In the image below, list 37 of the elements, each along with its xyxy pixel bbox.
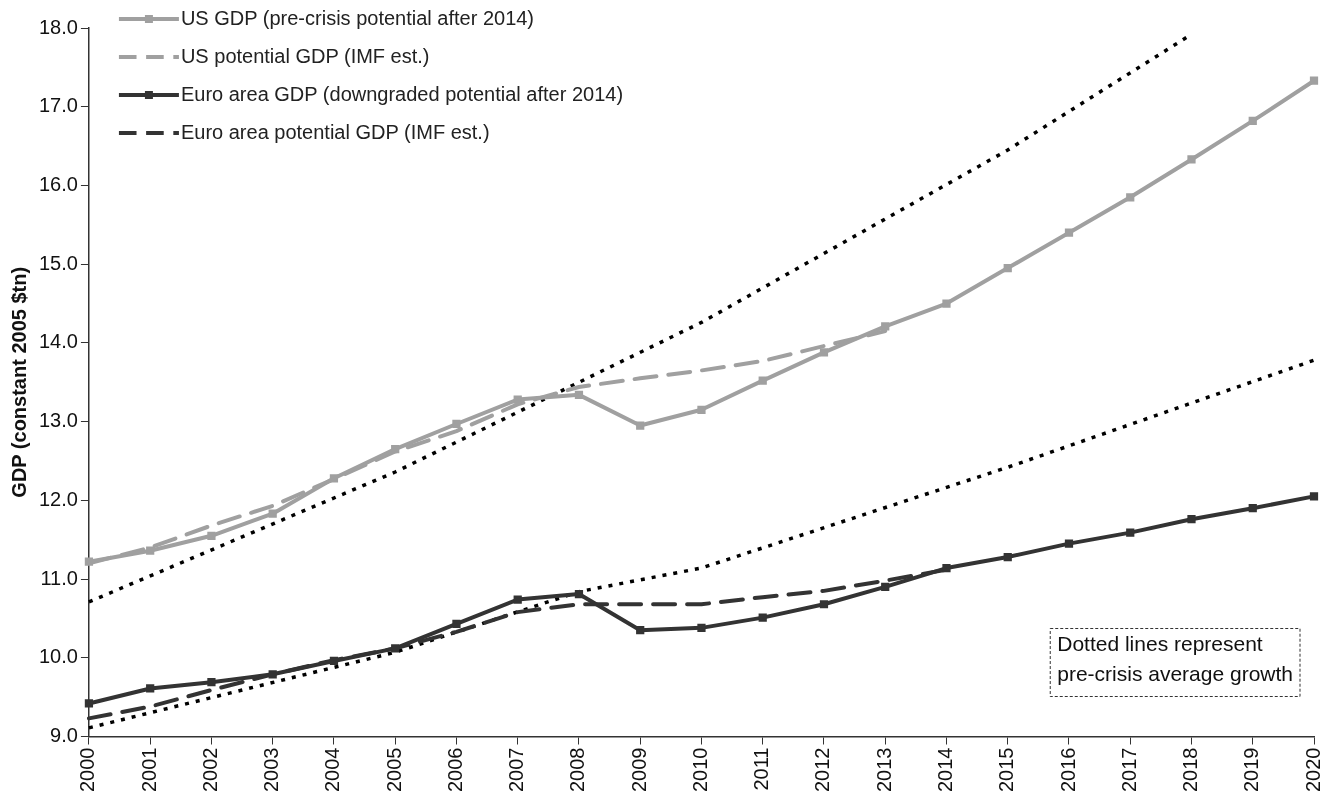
legend-label: Euro area GDP (downgraded potential after 2014) <box>180 82 624 105</box>
y-tick-label: 18.0 <box>38 15 78 38</box>
x-tick-label: 2017 <box>1117 747 1140 793</box>
x-tick-label: 2020 <box>1301 747 1324 793</box>
y-tick-label: 12.0 <box>38 487 78 510</box>
legend-label: Euro area potential GDP (IMF est.) <box>180 120 490 143</box>
x-tick-label: 2016 <box>1056 747 1079 793</box>
x-tick-label: 2008 <box>566 747 589 793</box>
y-tick-label: 11.0 <box>40 566 78 589</box>
x-tick-label: 2018 <box>1179 747 1202 793</box>
x-tick-label: 2003 <box>260 747 283 793</box>
x-tick-label: 2009 <box>627 747 650 793</box>
legend-label: US potential GDP (IMF est.) <box>180 44 430 67</box>
x-tick-label: 2005 <box>382 747 405 793</box>
x-tick-label: 2015 <box>995 747 1018 793</box>
y-tick-label: 13.0 <box>38 409 78 432</box>
x-tick-label: 2010 <box>688 747 711 793</box>
x-tick-label: 2002 <box>198 747 221 793</box>
y-tick-label: 9.0 <box>50 724 78 747</box>
x-tick-label: 2007 <box>505 747 528 793</box>
y-tick-label: 10.0 <box>38 645 78 668</box>
x-tick-label: 2004 <box>321 747 344 793</box>
x-tick-label: 2019 <box>1240 747 1263 793</box>
x-tick-label: 2001 <box>137 747 160 793</box>
x-tick-label: 2000 <box>76 747 99 793</box>
x-tick-label: 2013 <box>872 747 895 793</box>
y-tick-label: 15.0 <box>38 251 78 274</box>
annotation: Dotted lines represent pre-crisis average growth <box>1057 631 1294 685</box>
x-tick-label: 2012 <box>811 747 834 793</box>
x-tick-label: 2006 <box>443 747 466 793</box>
x-tick-label: 2011 <box>750 747 773 791</box>
y-tick-label: 14.0 <box>38 330 78 353</box>
x-tick-label: 2014 <box>933 747 956 793</box>
y-tick-label: 16.0 <box>38 172 78 195</box>
y-axis-title: GDP (constant 2005 $tn) <box>7 266 30 498</box>
legend-label: US GDP (pre-crisis potential after 2014) <box>180 6 535 29</box>
y-tick-label: 17.0 <box>38 94 78 117</box>
